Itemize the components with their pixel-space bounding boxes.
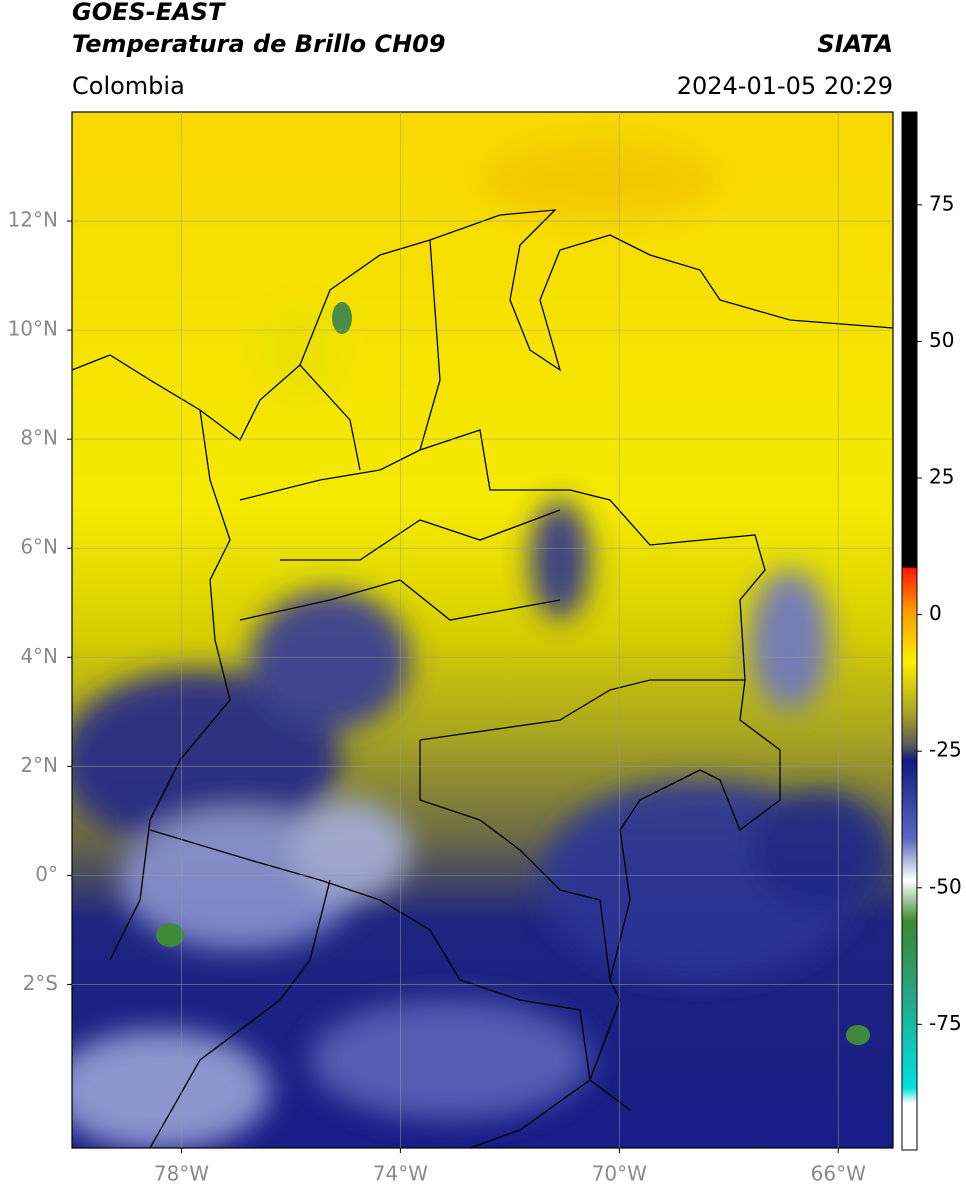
lat-tick-label: 4°N bbox=[20, 644, 58, 668]
colorbar-tick-label: 25 bbox=[929, 465, 954, 489]
lon-tick-label: 78°W bbox=[154, 1162, 209, 1186]
colorbar-tick-label: -50 bbox=[929, 874, 962, 898]
lat-tick-label: 10°N bbox=[8, 317, 58, 341]
map-image bbox=[72, 112, 893, 1148]
lat-tick-label: 0° bbox=[35, 862, 58, 886]
colorbar-ticks: 75 50 25 0 -25 -50 -75 bbox=[917, 191, 962, 1035]
colorbar-tick-label: -25 bbox=[929, 738, 962, 762]
colorbar-tick-label: 0 bbox=[929, 601, 942, 625]
title: GOES-EAST bbox=[72, 0, 226, 26]
subtitle: Temperatura de Brillo CH09 bbox=[72, 30, 446, 58]
datetime: 2024-01-05 20:29 bbox=[677, 72, 893, 100]
colorbar bbox=[901, 111, 918, 1151]
colorbar-tick-label: 75 bbox=[929, 191, 954, 215]
map-frame bbox=[71, 111, 894, 1149]
source: SIATA bbox=[817, 30, 893, 58]
lon-tick-label: 74°W bbox=[373, 1162, 428, 1186]
lon-tick-label: 70°W bbox=[592, 1162, 647, 1186]
lat-tick-label: 6°N bbox=[20, 535, 58, 559]
lat-tick-label: 2°N bbox=[20, 753, 58, 777]
lon-tick-label: 66°W bbox=[811, 1162, 866, 1186]
colorbar-tick-label: -75 bbox=[929, 1011, 962, 1035]
graticule: 78°W 74°W 70°W 66°W 12°N 10°N 8°N 6°N 4°N 2°N 0° 2°… bbox=[8, 112, 893, 1186]
colorbar-tick-label: 50 bbox=[929, 328, 954, 352]
lat-tick-label: 12°N bbox=[8, 208, 58, 232]
lat-tick-label: 2°S bbox=[23, 971, 58, 995]
lat-tick-label: 8°N bbox=[20, 426, 58, 450]
region: Colombia bbox=[72, 72, 185, 100]
